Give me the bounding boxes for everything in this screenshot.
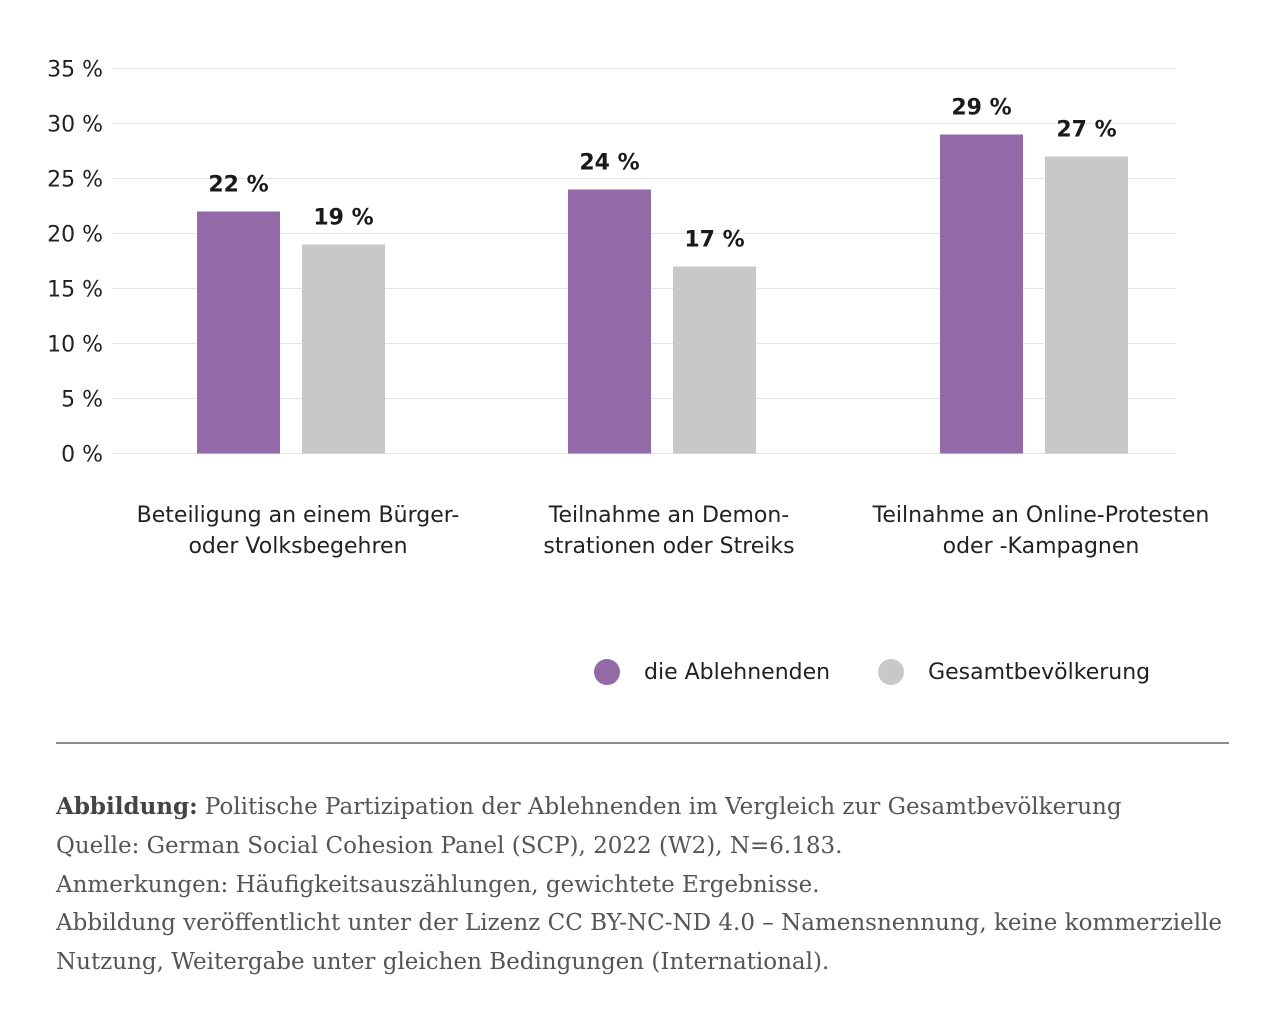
legend-label-die-ablehnenden: die Ablehnenden — [644, 659, 831, 685]
caption-title: Politische Partizipation der Ablehnenden… — [197, 794, 1122, 820]
y-tick-label-10: 10 % — [47, 333, 103, 358]
data-label-die-ablehnenden-1: 22 % — [208, 173, 268, 198]
bar-die-ablehnenden-2 — [568, 189, 651, 454]
chart-bars — [197, 134, 1128, 454]
category-label-3-line-2: oder -Kampagnen — [943, 534, 1140, 559]
category-label-2-line-2: strationen oder Streiks — [543, 534, 794, 559]
category-label-1-line-2: oder Volksbegehren — [188, 534, 407, 559]
y-tick-label-25: 25 % — [47, 168, 103, 193]
y-tick-label-5: 5 % — [61, 388, 103, 413]
bar-gesamtbevoelkerung-3 — [1045, 156, 1128, 454]
y-tick-label-15: 15 % — [47, 278, 103, 303]
y-tick-label-20: 20 % — [47, 223, 103, 248]
caption-notes: Anmerkungen: Häufigkeitsauszählungen, ge… — [56, 871, 820, 898]
legend-item-die-ablehnenden: die Ablehnenden — [594, 659, 830, 685]
bar-die-ablehnenden-3 — [940, 134, 1023, 454]
data-label-die-ablehnenden-2: 24 % — [579, 151, 639, 176]
legend-label-gesamtbevoelkerung: Gesamtbevölkerung — [928, 659, 1151, 685]
y-tick-label-0: 0 % — [61, 443, 103, 468]
legend-item-gesamtbevoelkerung: Gesamtbevölkerung — [878, 659, 1150, 685]
caption-label: Abbildung: — [56, 793, 198, 820]
data-label-die-ablehnenden-3: 29 % — [951, 96, 1011, 121]
x-axis-category-labels: Beteiligung an einem Bürger-oder Volksbe… — [137, 503, 1210, 559]
caption-source: Quelle: German Social Cohesion Panel (SC… — [56, 832, 843, 859]
caption-title-line: Abbildung: Politische Partizipation der … — [56, 788, 1236, 827]
category-label-3-line-1: Teilnahme an Online-Protesten — [872, 503, 1210, 528]
caption-license: Abbildung veröffentlicht unter der Lizen… — [56, 910, 1223, 976]
data-label-gesamtbevoelkerung-3: 27 % — [1056, 118, 1116, 143]
y-tick-label-30: 30 % — [47, 113, 103, 138]
figure-caption: Abbildung: Politische Partizipation der … — [56, 788, 1236, 982]
y-axis-tick-labels: 0 % 5 % 10 % 15 % 20 % 25 % 30 % 35 % — [47, 58, 103, 468]
bar-chart: 0 %5 %10 %15 %20 %25 %30 %35 % 22 %24 %2… — [47, 58, 1210, 560]
bar-die-ablehnenden-1 — [197, 211, 280, 454]
legend-swatch-gesamtbevoelkerung — [878, 659, 905, 685]
chart-legend: die Ablehnenden Gesamtbevölkerung — [594, 655, 1150, 689]
bar-gesamtbevoelkerung-2 — [673, 266, 756, 454]
category-label-2-line-1: Teilnahme an Demon- — [548, 503, 789, 528]
category-label-1-line-1: Beteiligung an einem Bürger- — [137, 503, 460, 528]
chart-data-labels: 22 % 24 % 29 % 19 % 17 % 27 % — [208, 96, 1116, 253]
caption-divider — [56, 742, 1229, 744]
bar-gesamtbevoelkerung-1 — [302, 244, 385, 454]
data-label-gesamtbevoelkerung-1: 19 % — [313, 206, 373, 231]
legend-swatch-die-ablehnenden — [594, 659, 620, 685]
y-tick-label-35: 35 % — [47, 58, 103, 83]
data-label-gesamtbevoelkerung-2: 17 % — [684, 228, 744, 253]
